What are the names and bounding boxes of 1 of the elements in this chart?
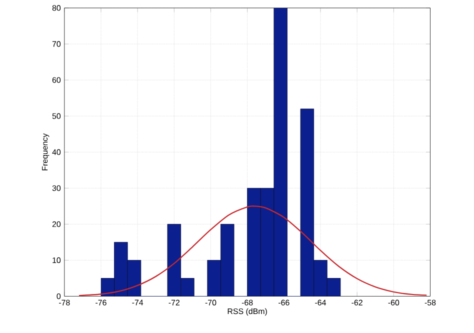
line-series	[78, 205, 428, 296]
